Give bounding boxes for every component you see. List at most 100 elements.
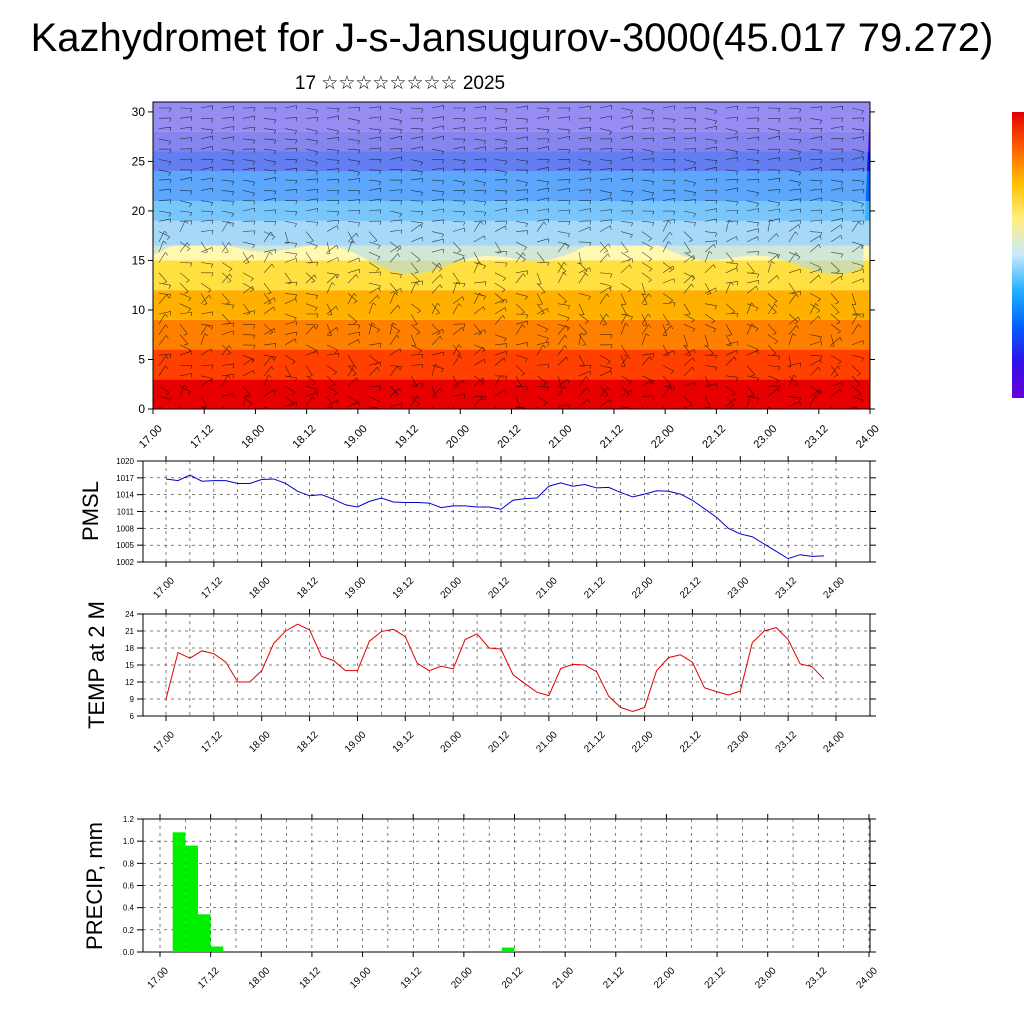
wind-barb-flag <box>166 294 170 299</box>
wind-barb <box>851 313 859 325</box>
wind-barb <box>515 273 524 284</box>
wind-barb <box>683 118 696 120</box>
wind-barb <box>431 303 440 314</box>
wind-barb-flag <box>861 265 864 270</box>
wind-barb-flag <box>210 348 213 353</box>
wind-barb <box>851 189 864 191</box>
wind-barb-flag <box>861 151 864 156</box>
wind-barb-flag <box>686 354 691 357</box>
wind-barb-flag <box>291 403 295 407</box>
wind-barb-flag <box>399 245 402 250</box>
wind-barb-flag <box>273 161 277 166</box>
wind-barb <box>557 324 570 328</box>
wind-barb-flag <box>253 148 256 153</box>
wind-barb-flag <box>165 324 169 328</box>
wind-barb-flag <box>336 245 339 250</box>
wind-barb-flag <box>417 310 421 314</box>
wind-barb-flag <box>267 302 272 305</box>
wind-barb <box>809 395 816 407</box>
wind-barb-flag <box>248 403 253 407</box>
wind-barb-flag <box>228 242 232 246</box>
wind-barb-flag <box>294 253 298 258</box>
wind-barb <box>452 296 463 304</box>
x-tick-label: 19.12 <box>393 423 421 451</box>
wind-barb <box>683 334 688 347</box>
wind-barb <box>683 274 694 284</box>
wind-barb <box>347 199 360 201</box>
wind-barb <box>599 197 612 201</box>
wind-barb-flag <box>378 181 382 186</box>
wind-barb <box>788 374 794 387</box>
wind-barb-flag <box>421 108 424 113</box>
wind-barb-flag <box>186 242 190 247</box>
wind-barb <box>179 126 192 129</box>
wind-barb-flag <box>399 109 403 114</box>
wind-barb <box>851 354 864 359</box>
wind-barb-flag <box>250 278 254 282</box>
wind-barb <box>620 156 633 160</box>
wind-barb <box>809 106 822 109</box>
wind-barb <box>599 148 612 150</box>
wind-barb <box>851 268 864 274</box>
wind-barb <box>767 334 779 342</box>
wind-barb-flag <box>372 302 377 306</box>
y-tick-label: 30 <box>132 105 146 119</box>
wind-barb <box>242 272 254 279</box>
wind-barb <box>200 364 214 366</box>
wind-barb <box>284 117 297 119</box>
wind-barb <box>662 219 675 222</box>
wind-barb-flag <box>231 160 235 165</box>
wind-barb-flag <box>708 251 713 254</box>
wind-barb-flag <box>483 265 486 270</box>
wind-barb-flag <box>349 241 354 244</box>
wind-barb-flag <box>669 299 674 303</box>
wind-barb-flag <box>253 116 256 121</box>
wind-barb <box>326 282 333 294</box>
wind-barb-flag <box>505 147 508 152</box>
wind-barb <box>221 345 230 356</box>
wind-barb-flag <box>274 139 277 144</box>
wind-barb-flag <box>648 258 653 262</box>
wind-barb-flag <box>525 296 528 300</box>
wind-barb <box>221 242 230 253</box>
wind-barb-flag <box>505 225 507 230</box>
wind-barb <box>641 148 654 152</box>
wind-barb <box>263 148 276 151</box>
wind-barb-flag <box>456 417 460 418</box>
wind-barb-flag <box>673 149 676 154</box>
wind-barb <box>263 366 272 376</box>
wind-barb <box>788 128 802 130</box>
wind-barb-flag <box>478 261 483 265</box>
wind-barb-flag <box>204 333 209 337</box>
wind-barb <box>221 322 234 325</box>
x-tick-label: 19.00 <box>343 575 369 601</box>
x-tick-label: 17.00 <box>137 423 165 451</box>
wind-barb-flag <box>246 395 251 398</box>
wind-barb-flag <box>567 233 571 238</box>
wind-barb <box>641 293 649 304</box>
wind-barb <box>242 179 255 183</box>
wind-barb-flag <box>630 234 633 239</box>
x-tick-label: 23.00 <box>726 575 752 601</box>
wind-barb <box>662 265 674 274</box>
wind-barb-flag <box>692 274 695 279</box>
wind-barb-flag <box>295 168 298 173</box>
wind-barb <box>389 253 399 263</box>
wind-barb-flag <box>820 106 823 111</box>
wind-barb <box>641 221 654 223</box>
wind-barb-flag <box>169 107 172 112</box>
x-tick-label: 21.12 <box>582 575 608 601</box>
wind-barb-flag <box>757 150 760 154</box>
wind-barb-flag <box>165 335 169 339</box>
x-tick-label: 20.12 <box>500 965 526 991</box>
wind-barb <box>431 167 444 171</box>
wind-barb <box>368 262 380 270</box>
wind-barb <box>620 177 633 181</box>
wind-barb <box>746 262 755 273</box>
wind-barb <box>242 115 255 119</box>
wind-barb <box>473 397 482 407</box>
wind-barb <box>662 350 675 356</box>
wind-barb-flag <box>735 151 739 156</box>
wind-barb <box>410 136 423 140</box>
wind-barb-flag <box>271 356 275 360</box>
